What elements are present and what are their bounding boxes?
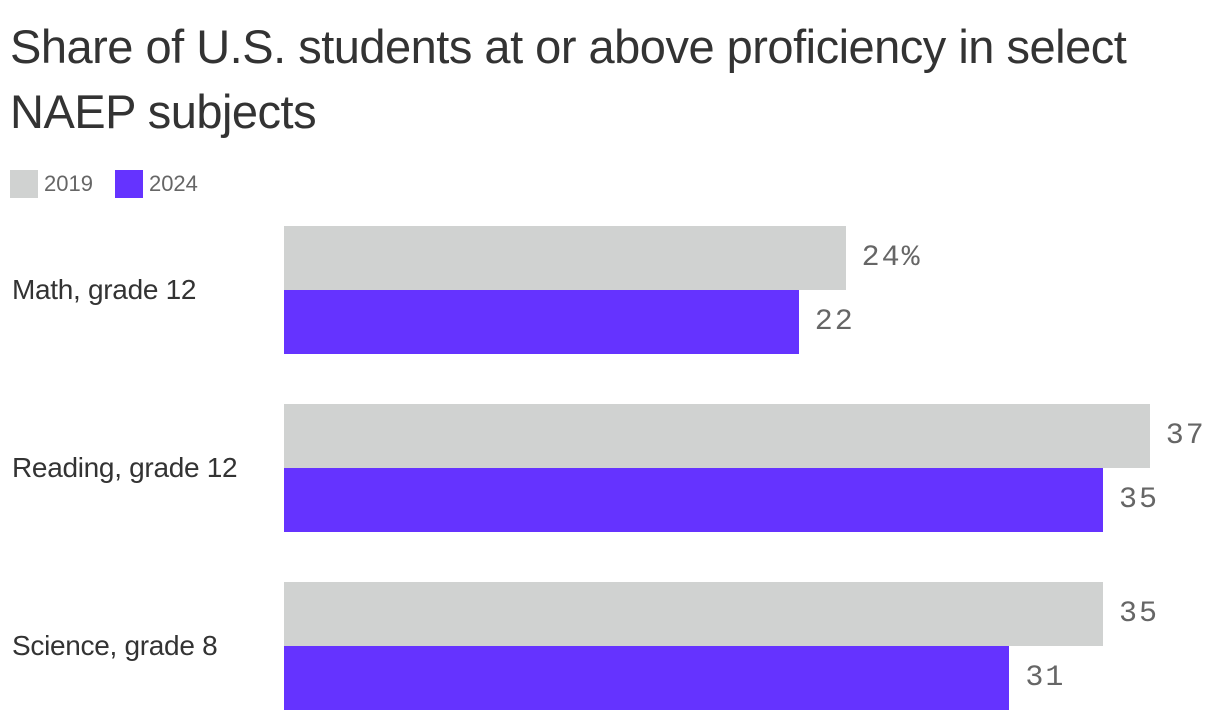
bar-2019 xyxy=(284,226,846,290)
bar-2024 xyxy=(284,290,799,354)
legend-item-2019: 2019 xyxy=(10,170,93,198)
legend-swatch-2019 xyxy=(10,170,38,198)
bar-2019 xyxy=(284,404,1150,468)
value-label: 37 xyxy=(1165,419,1206,453)
chart-title: Share of U.S. students at or above profi… xyxy=(10,20,1127,138)
value-label: 22 xyxy=(814,305,855,339)
legend-swatch-2024 xyxy=(114,170,143,198)
bar-group: Reading, grade 12 37 35 xyxy=(0,404,1220,532)
category-label: Math, grade 12 xyxy=(12,274,197,305)
bar-2019 xyxy=(284,582,1103,646)
legend-item-2024: 2024 xyxy=(114,170,198,198)
value-label: 35 xyxy=(1119,597,1160,631)
value-label: 24% xyxy=(861,241,922,275)
category-label: Reading, grade 12 xyxy=(12,452,238,483)
legend: 2019 2024 xyxy=(10,170,220,198)
bar-group: Math, grade 12 24% 22 xyxy=(0,226,1220,354)
bar-group: Science, grade 8 35 31 xyxy=(0,582,1220,710)
value-label: 31 xyxy=(1025,661,1066,695)
value-label: 35 xyxy=(1119,483,1160,517)
legend-label: 2024 xyxy=(148,171,198,196)
bar-2024 xyxy=(284,646,1010,710)
category-label: Science, grade 8 xyxy=(12,630,218,661)
legend-label: 2019 xyxy=(44,171,93,196)
bar-2024 xyxy=(284,468,1103,532)
